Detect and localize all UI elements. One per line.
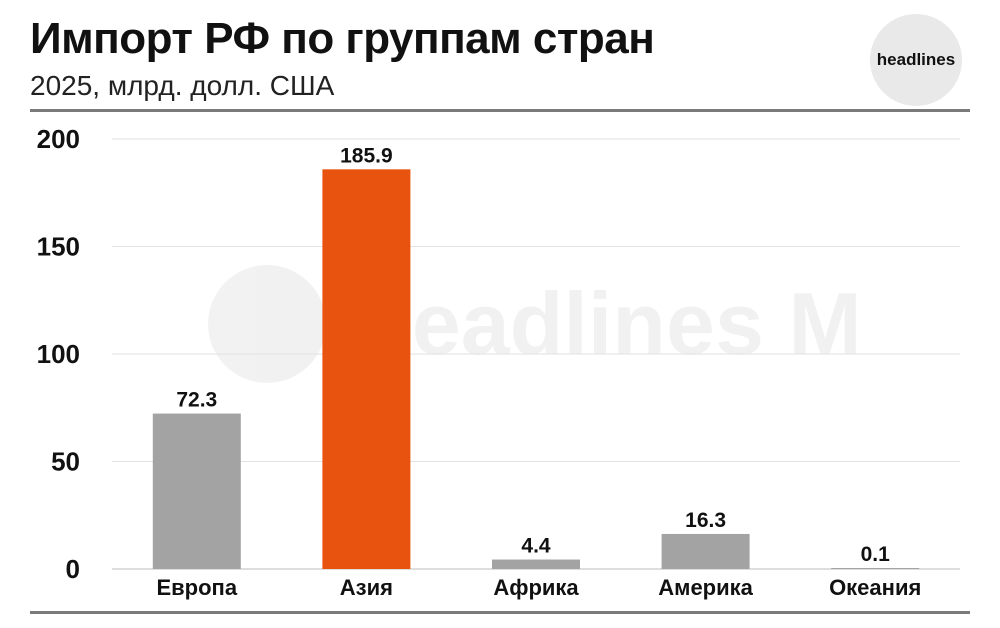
x-category-label: Америка xyxy=(658,575,753,600)
y-tick-label: 100 xyxy=(37,339,80,369)
bar xyxy=(152,413,241,569)
y-tick-label: 50 xyxy=(51,447,80,477)
bar-value-label: 0.1 xyxy=(861,543,891,566)
brand-logo: headlines xyxy=(870,14,962,106)
chart-subtitle: 2025, млрд. долл. США xyxy=(30,70,335,101)
brand-logo-text: headlines xyxy=(876,50,956,69)
y-tick-label: 200 xyxy=(37,124,80,154)
bar xyxy=(322,169,411,569)
x-category-label: Океания xyxy=(829,575,921,600)
x-category-label: Африка xyxy=(493,575,579,600)
top-divider xyxy=(30,109,970,112)
y-tick-label: 150 xyxy=(37,232,80,262)
bar xyxy=(661,533,750,569)
bar-value-label: 72.3 xyxy=(176,389,217,412)
bottom-divider xyxy=(30,611,970,614)
bar xyxy=(831,568,920,569)
x-category-label: Азия xyxy=(340,575,393,600)
bar-value-label: 185.9 xyxy=(340,144,393,167)
chart-title: Импорт РФ по группам стран xyxy=(30,14,655,63)
x-category-label: Европа xyxy=(156,575,237,600)
bar-value-label: 4.4 xyxy=(521,535,551,558)
bar-value-label: 16.3 xyxy=(685,509,726,532)
bar xyxy=(492,559,580,569)
y-tick-label: 0 xyxy=(66,554,80,584)
